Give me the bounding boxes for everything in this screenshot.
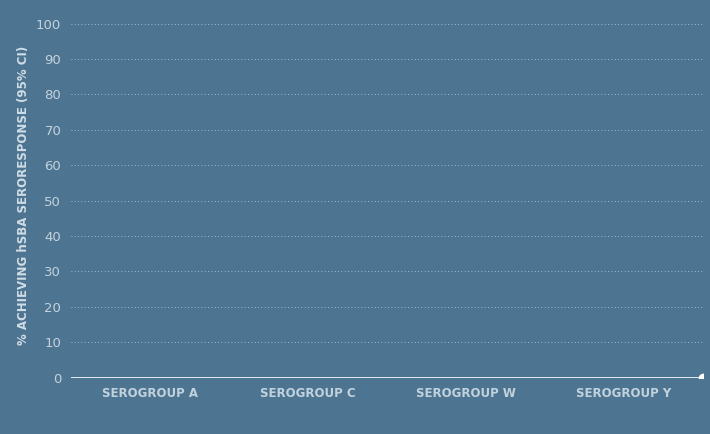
Y-axis label: % ACHIEVING hSBA SERORESPONSE (95% CI): % ACHIEVING hSBA SERORESPONSE (95% CI) [18,46,31,345]
